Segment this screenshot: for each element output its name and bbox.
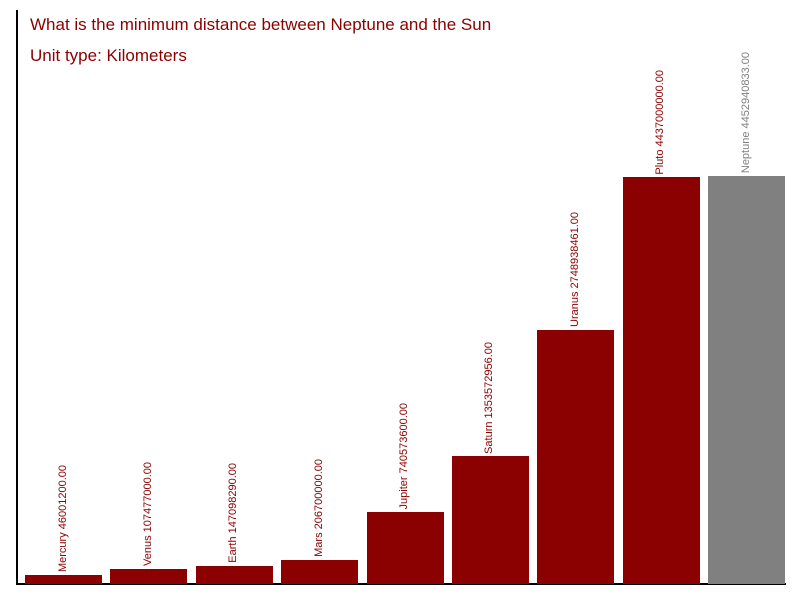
bar-uranus — [537, 330, 615, 584]
bar-label-saturn: Saturn 1353572956.00 — [483, 341, 496, 454]
x-axis-line — [16, 583, 786, 585]
bar-pluto — [622, 177, 700, 584]
bar-label-jupiter: Jupiter 740573600.00 — [398, 402, 410, 509]
bar-earth — [195, 565, 273, 584]
bar-mars — [281, 560, 359, 584]
bar-neptune — [708, 176, 785, 584]
bar-label-venus: Venus 107477000.00 — [141, 462, 154, 567]
bar-label-neptune: Neptune 4452940833.00 — [739, 51, 752, 173]
bar-label-pluto: Pluto 4437000000.00 — [654, 69, 667, 175]
page-title: What is the minimum distance between Nep… — [30, 15, 492, 34]
page-subtitle: Unit type: Kilometers — [30, 46, 187, 65]
bar-venus — [110, 569, 188, 584]
bar-label-mars: Mars 206700000.00 — [312, 459, 325, 558]
bar-label-mercury: Mercury 46001200.00 — [56, 464, 69, 572]
y-axis-line — [16, 10, 18, 585]
bar-label-uranus: Uranus 2748938461.00 — [568, 212, 581, 328]
bar-saturn — [451, 456, 529, 584]
bar-jupiter — [366, 511, 444, 584]
chart-title-block: What is the minimum distance between Nep… — [30, 9, 491, 71]
bar-label-earth: Earth 147098290.00 — [227, 462, 240, 563]
bar-mercury — [25, 574, 102, 584]
